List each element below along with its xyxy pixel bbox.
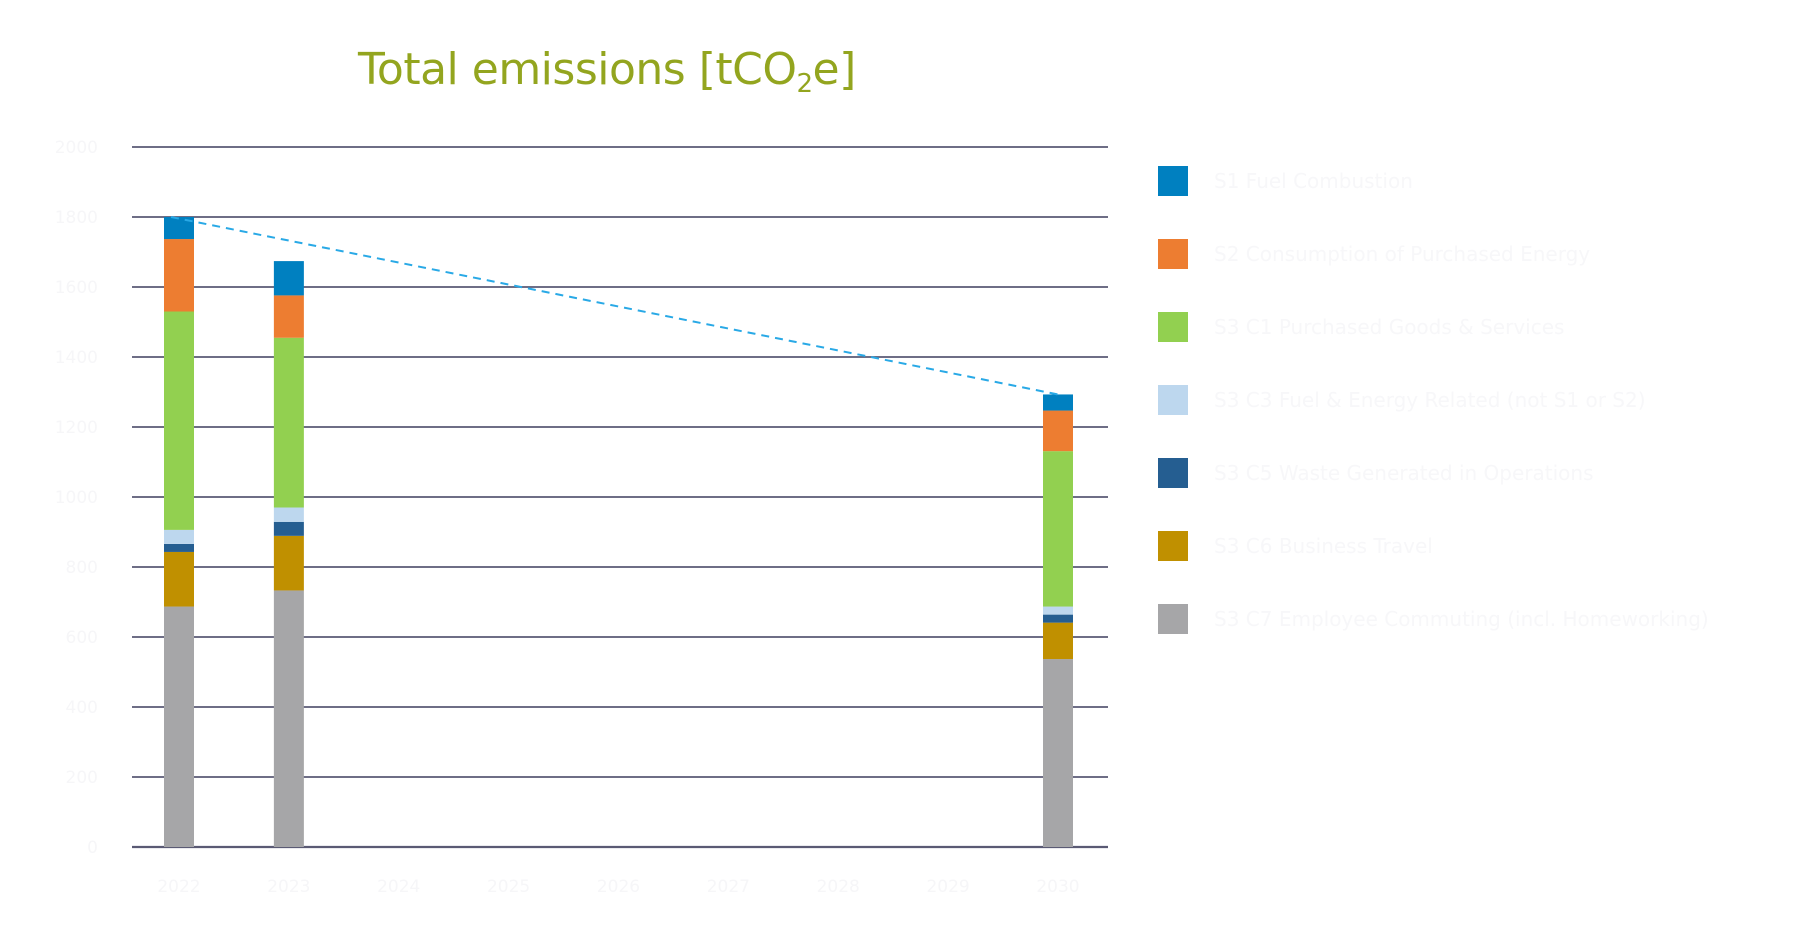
legend-label: S3 C1 Purchased Goods & Services [1214,314,1565,339]
x-tick-label: 2026 [597,877,640,897]
y-tick-label: 0 [87,838,98,858]
legend-swatch [1158,530,1188,561]
x-tick-label: 2029 [926,877,969,897]
y-tick-label: 1400 [55,348,98,368]
bar-segment [164,217,194,240]
x-tick-label: 2028 [817,877,860,897]
bar-segment [273,590,304,847]
trend-line-group [170,216,1059,396]
x-tick-label: 2023 [267,877,310,897]
legend-item: S3 C1 Purchased Goods & Services [1158,290,1709,363]
bar-segment [164,529,194,544]
legend-label: S3 C6 Business Travel [1214,533,1433,558]
bar-segment [1043,622,1073,660]
trend-line [170,216,1059,396]
legend-label: S2 Consumption of Purchased Energy [1214,241,1591,266]
x-tick-label: 2025 [487,877,530,897]
bar-segment [273,521,304,536]
y-tick-label: 400 [66,698,98,718]
legend: S1 Fuel Combustion S2 Consumption of Purc… [1158,144,1709,655]
y-tick-label: 1200 [55,418,98,438]
bar-segment [273,337,304,508]
y-axis-tick-labels: 0 200 400 600 800 1000 1200 1400 1600 1800 2000 [55,138,98,858]
bar-segment [164,543,194,552]
bar-segment [164,311,194,530]
x-tick-label: 2024 [377,877,420,897]
x-tick-label: 2027 [707,877,750,897]
y-tick-label: 600 [66,628,98,648]
x-tick-label: 2030 [1036,877,1079,897]
bar-segment [1043,410,1073,452]
y-tick-label: 2000 [55,138,98,158]
bar-segment [1043,659,1073,847]
y-tick-label: 1800 [55,208,98,228]
legend-label: S3 C7 Employee Commuting (incl. Homework… [1214,606,1709,631]
y-tick-label: 1000 [55,488,98,508]
bar-segment [1043,451,1073,607]
legend-label: S3 C5 Waste Generated in Operations [1214,460,1594,485]
chart-title-suffix: e] [812,44,857,95]
legend-swatch [1158,457,1188,488]
legend-swatch [1158,311,1188,342]
bar-segment [1043,614,1073,623]
bar-segment [273,535,304,591]
bars [164,217,1073,847]
chart-title: Total emissions [tCO2e] [358,44,856,99]
legend-label: S1 Fuel Combustion [1214,168,1413,193]
bar-segment [273,295,304,338]
legend-item: S3 C5 Waste Generated in Operations [1158,436,1709,509]
legend-item: S2 Consumption of Purchased Energy [1158,217,1709,290]
legend-label: S3 C3 Fuel & Energy Related (not S1 or S… [1214,387,1646,412]
chart-title-subscript: 2 [796,69,813,99]
legend-swatch [1158,603,1188,634]
legend-item: S3 C3 Fuel & Energy Related (not S1 or S… [1158,363,1709,436]
bar-segment [164,239,194,312]
legend-item: S3 C7 Employee Commuting (incl. Homework… [1158,582,1709,655]
chart-title-main: Total emissions [tCO [358,44,797,95]
legend-swatch [1158,384,1188,415]
y-tick-label: 800 [66,558,98,578]
legend-item: S3 C6 Business Travel [1158,509,1709,582]
legend-swatch [1158,238,1188,269]
legend-item: S1 Fuel Combustion [1158,144,1709,217]
x-axis-tick-labels: 2022 2023 2024 2025 2026 2027 2028 2029 2030 [157,877,1079,897]
bar-segment [1043,394,1073,411]
bar-segment [1043,606,1073,615]
bar-segment [273,261,304,296]
y-tick-label: 200 [66,768,98,788]
x-tick-label: 2022 [157,877,200,897]
bar-segment [164,551,194,607]
y-tick-label: 1600 [55,278,98,298]
bar-segment [273,507,304,522]
bar-segment [164,606,194,847]
legend-swatch [1158,165,1188,196]
